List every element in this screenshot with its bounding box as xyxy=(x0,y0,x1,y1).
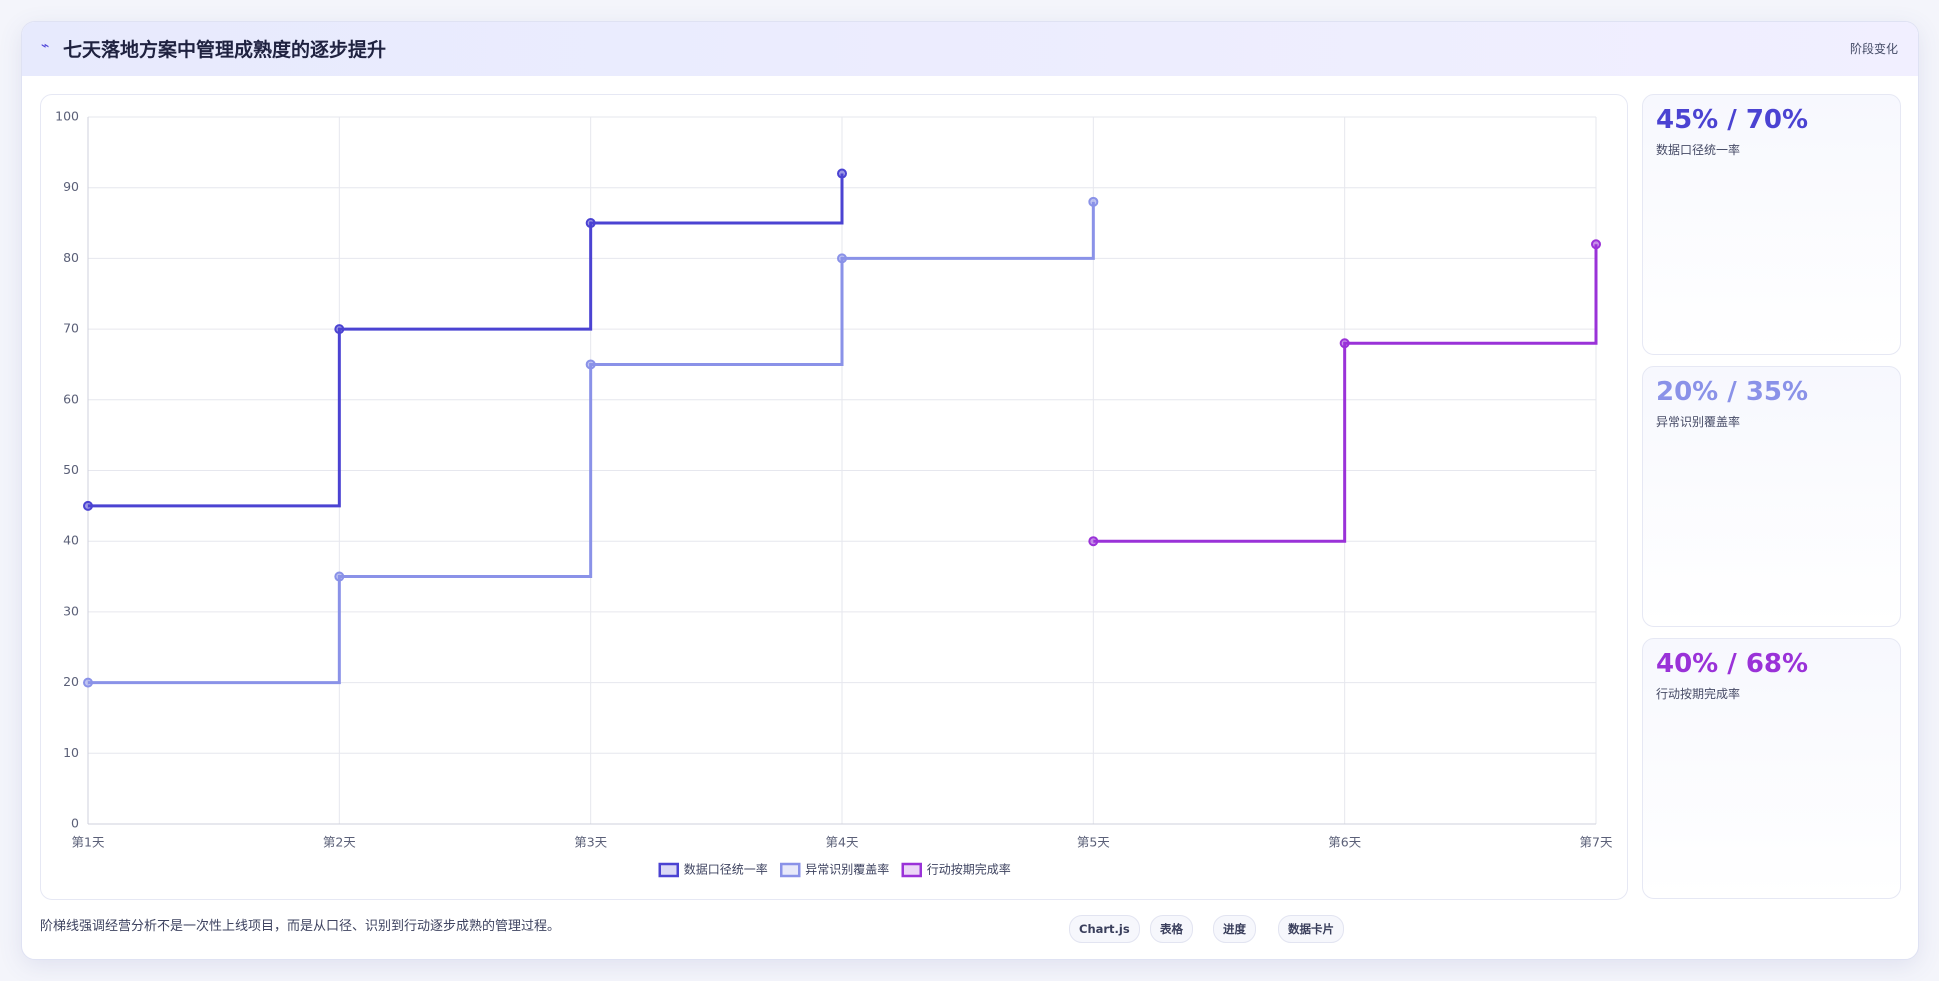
header: ⌁ 七天落地方案中管理成熟度的逐步提升 阶段变化 xyxy=(22,22,1918,76)
chart: 0 10 20 30 40 50 60 70 80 90 100 第1天 第2天 第3天 第4天 第5天 第6天… xyxy=(55,109,1613,878)
stat-value: 40% / 68% xyxy=(1656,649,1809,679)
point xyxy=(334,571,345,582)
point xyxy=(1591,239,1601,250)
stat-card: 20% / 35% 异常识别覆盖率 xyxy=(1642,366,1901,627)
stat-card: 45% / 70% 数据口径统一率 xyxy=(1642,94,1901,355)
y-tick-label: 100 xyxy=(55,109,79,124)
x-tick-label: 第2天 xyxy=(323,835,356,850)
x-tick-label: 第7天 xyxy=(1580,835,1613,850)
series-line xyxy=(88,173,844,508)
stat-label: 行动按期完成率 xyxy=(1656,687,1741,701)
legend-swatch xyxy=(901,862,922,878)
chip[interactable]: Chart.js xyxy=(1069,915,1140,943)
stat-card: 40% / 68% 行动按期完成率 xyxy=(1642,638,1901,899)
legend-swatch xyxy=(780,862,801,878)
point xyxy=(585,359,596,370)
point xyxy=(837,253,847,264)
y-tick-label: 30 xyxy=(63,603,79,618)
legend-label: 数据口径统一率 xyxy=(684,862,768,877)
x-tick-label: 第3天 xyxy=(574,835,607,850)
y-tick-label: 0 xyxy=(71,816,79,831)
y-tick-label: 20 xyxy=(63,674,79,689)
chart-card: 0 10 20 30 40 50 60 70 80 90 100 第1天 第2天 第3天 第4天 第5天 第6天… xyxy=(40,94,1628,900)
point xyxy=(1339,338,1350,349)
y-tick-label: 70 xyxy=(63,321,79,336)
point xyxy=(83,500,93,511)
y-tick-label: 40 xyxy=(63,533,79,548)
point xyxy=(1088,196,1099,207)
chip[interactable]: 进度 xyxy=(1213,915,1256,943)
legend-label: 行动按期完成率 xyxy=(927,862,1011,877)
point xyxy=(83,677,93,688)
stat-label: 异常识别覆盖率 xyxy=(1656,415,1741,429)
stat-value: 45% / 70% xyxy=(1656,105,1809,135)
y-tick-label: 90 xyxy=(63,179,79,194)
y-tick-label: 80 xyxy=(63,250,79,265)
stat-label: 数据口径统一率 xyxy=(1656,143,1741,157)
point xyxy=(585,218,596,229)
footer-note: 阶梯线强调经营分析不是一次性上线项目，而是从口径、识别到行动逐步成熟的管理过程。 xyxy=(40,919,561,934)
panel: ⌁ 七天落地方案中管理成熟度的逐步提升 阶段变化 0 10 20 30 40 50 60 70… xyxy=(21,21,1919,960)
chip[interactable]: 数据卡片 xyxy=(1278,915,1344,943)
badge: 阶段变化 xyxy=(1849,42,1898,56)
header-icon: ⌁ xyxy=(41,38,50,54)
stat-value: 20% / 35% xyxy=(1656,377,1809,407)
x-tick-label: 第6天 xyxy=(1328,835,1361,850)
y-tick-label: 10 xyxy=(63,745,79,760)
point xyxy=(334,324,345,335)
y-tick-label: 60 xyxy=(63,391,79,406)
chip[interactable]: 表格 xyxy=(1150,915,1193,943)
x-tick-label: 第4天 xyxy=(826,835,859,850)
point xyxy=(837,168,847,179)
title: 七天落地方案中管理成熟度的逐步提升 xyxy=(63,39,387,61)
legend-label: 异常识别覆盖率 xyxy=(805,862,889,877)
point xyxy=(1088,536,1099,547)
y-tick-label: 50 xyxy=(63,462,79,477)
legend-swatch xyxy=(658,862,679,878)
x-tick-label: 第1天 xyxy=(72,835,105,850)
x-tick-label: 第5天 xyxy=(1077,835,1110,850)
